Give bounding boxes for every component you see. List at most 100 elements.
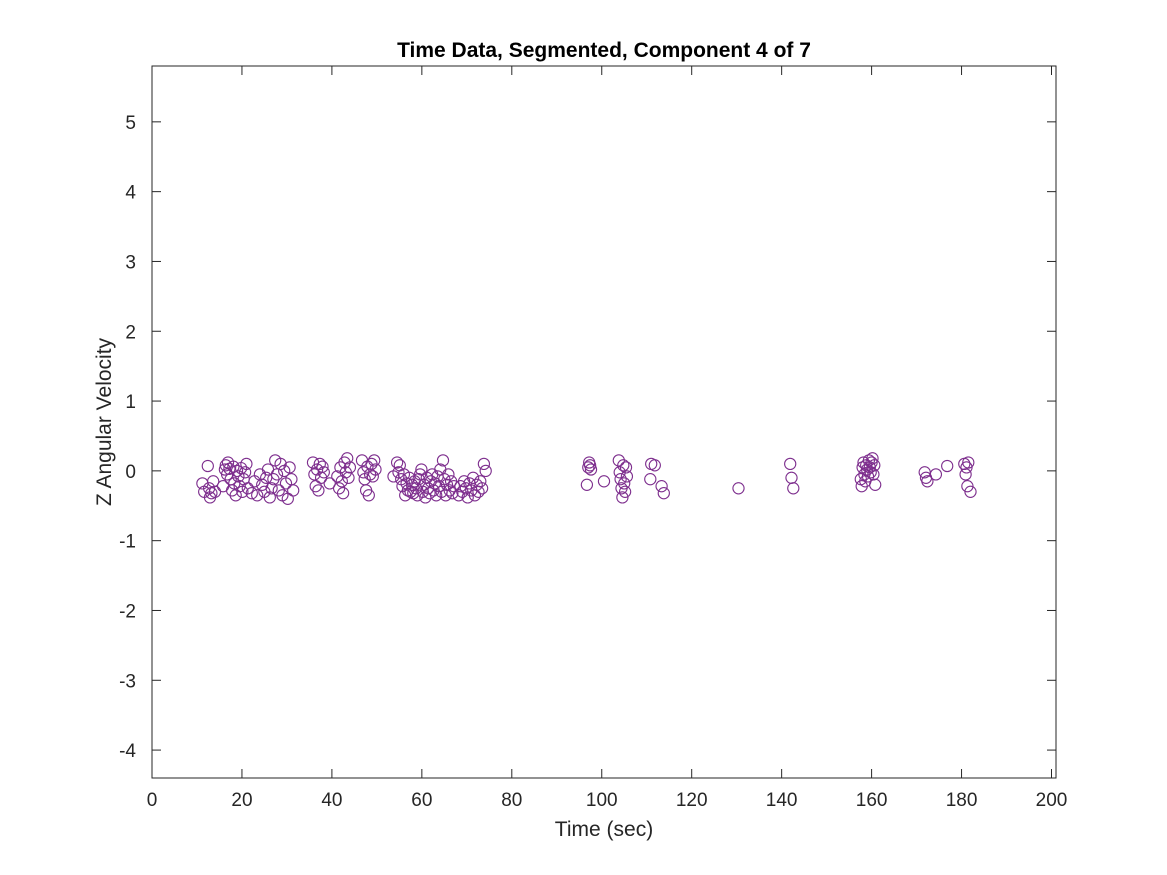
data-point bbox=[584, 463, 598, 476]
x-tick-label: 180 bbox=[946, 790, 978, 811]
y-tick-label: 3 bbox=[125, 252, 136, 273]
data-point bbox=[864, 466, 877, 479]
x-tick-label: 80 bbox=[501, 790, 522, 811]
data-point bbox=[614, 473, 627, 486]
data-point bbox=[436, 454, 450, 467]
data-point bbox=[582, 461, 595, 474]
x-tick-label: 120 bbox=[676, 790, 708, 811]
data-point bbox=[613, 466, 626, 479]
data-point bbox=[787, 482, 800, 495]
y-tick-label: 2 bbox=[125, 322, 136, 343]
data-point bbox=[457, 475, 471, 488]
data-point bbox=[240, 457, 253, 471]
data-point bbox=[964, 485, 977, 498]
data-point bbox=[618, 485, 632, 498]
x-tick-label: 200 bbox=[1036, 790, 1068, 811]
data-point bbox=[438, 473, 451, 486]
x-tick-label: 160 bbox=[856, 790, 888, 811]
data-point bbox=[869, 478, 882, 491]
data-point bbox=[251, 489, 264, 502]
data-point bbox=[655, 480, 668, 493]
data-point bbox=[477, 457, 491, 471]
data-point bbox=[866, 452, 879, 465]
data-point bbox=[238, 466, 252, 479]
data-point bbox=[941, 459, 954, 473]
data-point bbox=[616, 491, 629, 504]
y-tick-label: 5 bbox=[125, 113, 136, 134]
data-point bbox=[921, 475, 934, 488]
data-point bbox=[423, 487, 436, 500]
data-point bbox=[342, 471, 355, 484]
data-point bbox=[361, 460, 374, 473]
data-point bbox=[583, 459, 597, 472]
data-point bbox=[263, 491, 276, 504]
data-point bbox=[861, 470, 875, 483]
data-point bbox=[446, 487, 459, 500]
data-point bbox=[452, 489, 465, 502]
data-point bbox=[929, 468, 943, 481]
data-point bbox=[644, 473, 657, 486]
data-point bbox=[245, 487, 258, 500]
data-point bbox=[860, 463, 874, 476]
data-point bbox=[341, 452, 354, 465]
data-point bbox=[597, 475, 611, 488]
data-point bbox=[336, 487, 350, 500]
data-point bbox=[868, 459, 881, 472]
x-tick-label: 140 bbox=[766, 790, 798, 811]
data-point bbox=[657, 487, 670, 500]
data-point bbox=[413, 468, 427, 481]
data-point bbox=[260, 471, 273, 484]
data-point bbox=[400, 477, 413, 490]
data-point bbox=[230, 464, 244, 478]
data-point bbox=[366, 470, 379, 483]
data-point bbox=[392, 466, 405, 479]
plot-frame bbox=[151, 65, 1057, 779]
data-point bbox=[265, 482, 278, 495]
y-tick-label: -2 bbox=[119, 601, 136, 622]
data-point bbox=[474, 475, 487, 488]
data-point bbox=[618, 477, 631, 490]
data-point bbox=[368, 454, 381, 467]
data-point bbox=[960, 461, 973, 474]
data-point bbox=[390, 456, 404, 469]
data-point bbox=[227, 460, 240, 473]
data-point bbox=[466, 471, 480, 484]
data-point bbox=[201, 459, 214, 473]
data-point bbox=[732, 482, 745, 495]
y-tick-label: -1 bbox=[119, 532, 136, 553]
data-point bbox=[287, 484, 300, 497]
data-point bbox=[784, 457, 797, 471]
data-point bbox=[619, 461, 633, 474]
data-point bbox=[312, 484, 325, 497]
data-point bbox=[442, 468, 455, 481]
y-tick-label: -3 bbox=[119, 671, 136, 692]
data-point bbox=[323, 477, 336, 490]
y-tick-label: -4 bbox=[119, 741, 136, 762]
data-point bbox=[362, 489, 375, 502]
data-point bbox=[580, 478, 594, 491]
data-point bbox=[962, 456, 975, 469]
data-point bbox=[461, 491, 474, 504]
y-tick-label: 0 bbox=[125, 462, 136, 483]
chart-title: Time Data, Segmented, Component 4 of 7 bbox=[397, 39, 811, 62]
x-axis-label: Time (sec) bbox=[555, 818, 653, 841]
data-point bbox=[369, 463, 382, 476]
y-axis: -4 -3 -2 -1 0 1 2 3 4 5 bbox=[119, 113, 1056, 762]
data-point bbox=[219, 459, 232, 472]
data-points bbox=[196, 452, 977, 505]
data-point bbox=[479, 464, 492, 478]
data-point bbox=[233, 480, 246, 493]
x-tick-label: 20 bbox=[231, 790, 252, 811]
x-tick-label: 0 bbox=[147, 790, 158, 811]
data-point bbox=[316, 460, 329, 473]
x-axis: 0 20 40 60 80 100 120 140 160 180 200 bbox=[147, 66, 1068, 811]
data-point bbox=[612, 454, 625, 467]
y-tick-label: 1 bbox=[125, 392, 136, 413]
data-point bbox=[959, 468, 972, 481]
plot-area bbox=[151, 65, 1057, 779]
data-point bbox=[648, 459, 661, 472]
x-tick-label: 60 bbox=[411, 790, 432, 811]
data-point bbox=[317, 466, 330, 479]
data-point bbox=[620, 470, 634, 483]
data-point bbox=[313, 457, 326, 471]
